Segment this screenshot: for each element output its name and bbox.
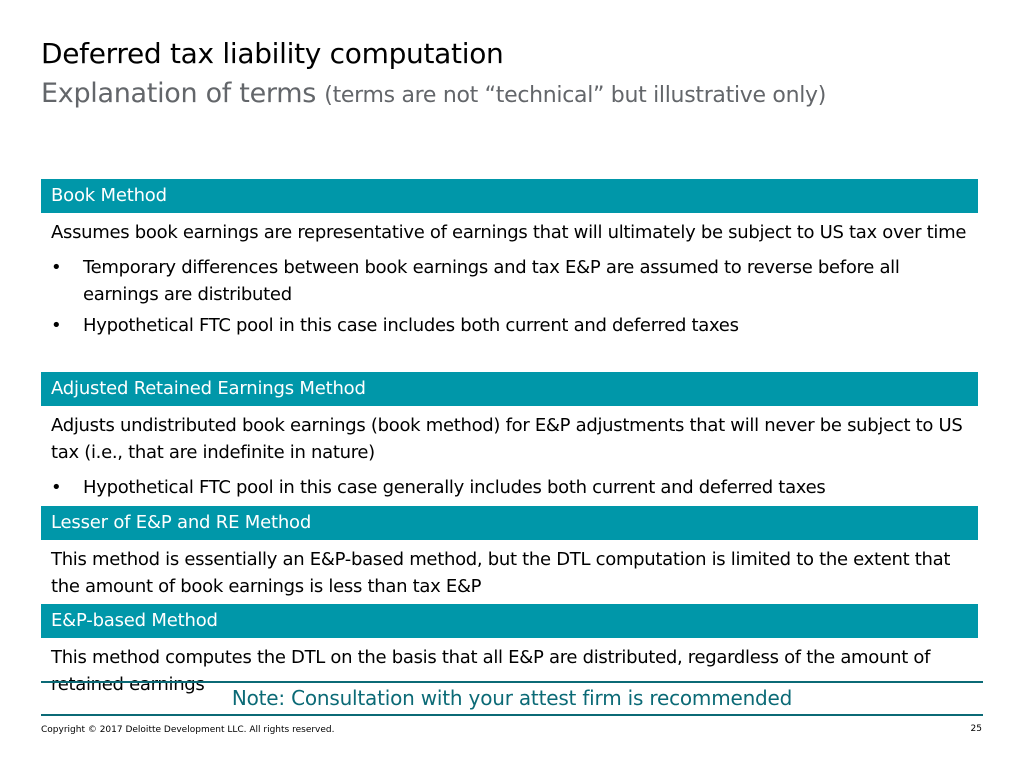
copyright-footer: Copyright © 2017 Deloitte Development LL… <box>41 725 335 735</box>
page-title: Deferred tax liability computation <box>41 37 504 70</box>
bullet-text: Temporary differences between book earni… <box>83 257 900 305</box>
section-body-lesser-method: This method is essentially an E&P-based … <box>41 540 978 604</box>
bullet-item: • Hypothetical FTC pool in this case gen… <box>51 474 968 501</box>
section-heading-book-method: Book Method <box>41 179 978 213</box>
section-intro: This method computes the DTL on the basi… <box>51 647 931 695</box>
section-body-ep-based-method: This method computes the DTL on the basi… <box>41 638 978 710</box>
subtitle-main: Explanation of terms <box>41 78 316 109</box>
bullet-icon: • <box>51 257 62 278</box>
bullet-list: • Hypothetical FTC pool in this case gen… <box>51 474 968 501</box>
page-subtitle: Explanation of terms (terms are not “tec… <box>41 76 826 114</box>
section-intro: Assumes book earnings are representative… <box>51 222 967 243</box>
section-intro: Adjusts undistributed book earnings (boo… <box>51 415 963 463</box>
bullet-icon: • <box>51 315 62 336</box>
page-number: 25 <box>970 724 982 734</box>
bullet-icon: • <box>51 477 62 498</box>
section-body-adjusted-re-method: Adjusts undistributed book earnings (boo… <box>41 406 978 506</box>
consultation-note: Note: Consultation with your attest firm… <box>231 686 793 710</box>
section-body-book-method: Assumes book earnings are representative… <box>41 213 978 372</box>
section-heading-lesser-method: Lesser of E&P and RE Method <box>41 506 978 540</box>
bullet-item: • Hypothetical FTC pool in this case inc… <box>51 312 968 339</box>
bullet-list: • Temporary differences between book ear… <box>51 254 968 339</box>
bullet-text: Hypothetical FTC pool in this case inclu… <box>83 315 739 336</box>
note-divider-bottom <box>41 714 983 716</box>
subtitle-note: (terms are not “technical” but illustrat… <box>324 83 827 108</box>
section-heading-ep-based-method: E&P-based Method <box>41 604 978 638</box>
note-divider-top <box>41 681 983 683</box>
section-intro: This method is essentially an E&P-based … <box>51 549 951 597</box>
methods-table: Book Method Assumes book earnings are re… <box>41 179 978 710</box>
bullet-text: Hypothetical FTC pool in this case gener… <box>83 477 826 498</box>
bullet-item: • Temporary differences between book ear… <box>51 254 968 308</box>
section-heading-adjusted-re-method: Adjusted Retained Earnings Method <box>41 372 978 406</box>
